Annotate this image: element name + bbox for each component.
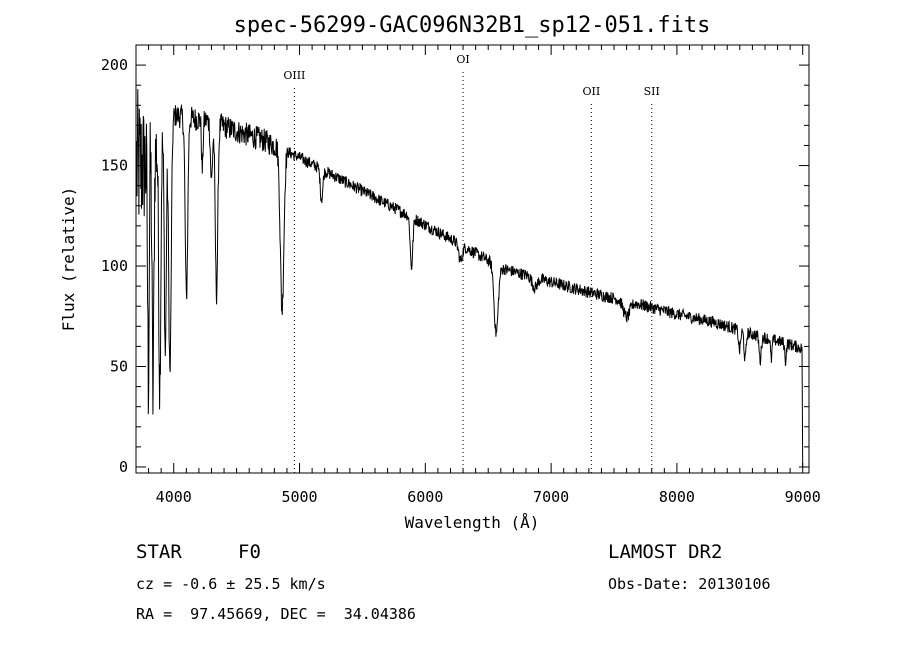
object-subclass: F0	[238, 541, 261, 563]
survey-name: LAMOST DR2	[608, 541, 723, 563]
x-tick-label: 4000	[156, 488, 192, 506]
y-axis-label: Flux (relative)	[59, 187, 78, 332]
obs-date: Obs-Date: 20130106	[608, 575, 771, 593]
chart-title: spec-56299-GAC096N32B1_sp12-051.fits	[234, 13, 711, 38]
x-tick-label: 5000	[281, 488, 317, 506]
plot-frame	[135, 44, 810, 474]
reference-line-label: OIII	[283, 69, 305, 82]
reference-line-label: OII	[583, 85, 601, 98]
x-tick-label: 9000	[785, 488, 821, 506]
y-tick-label: 50	[110, 358, 128, 376]
y-tick-label: 200	[101, 56, 128, 74]
x-tick-label: 8000	[659, 488, 695, 506]
reference-lines: OIII OI OII SII	[283, 53, 660, 473]
x-axis: 4000 5000 6000 7000 8000 9000	[148, 45, 821, 506]
reference-line-label: SII	[644, 85, 660, 98]
reference-line-label: OI	[456, 53, 469, 66]
redshift-text: cz = -0.6 ± 25.5 km/s	[136, 575, 326, 593]
x-tick-label: 6000	[407, 488, 443, 506]
y-tick-label: 150	[101, 157, 128, 175]
y-tick-label: 0	[119, 458, 128, 476]
spectrum-line	[136, 89, 804, 468]
y-axis: 0 50 100 150 200	[101, 56, 809, 476]
coordinates-text: RA = 97.45669, DEC = 34.04386	[136, 605, 416, 623]
y-tick-label: 100	[101, 257, 128, 275]
object-class: STAR	[136, 541, 182, 563]
x-axis-label: Wavelength (Å)	[405, 513, 540, 532]
x-tick-label: 7000	[533, 488, 569, 506]
